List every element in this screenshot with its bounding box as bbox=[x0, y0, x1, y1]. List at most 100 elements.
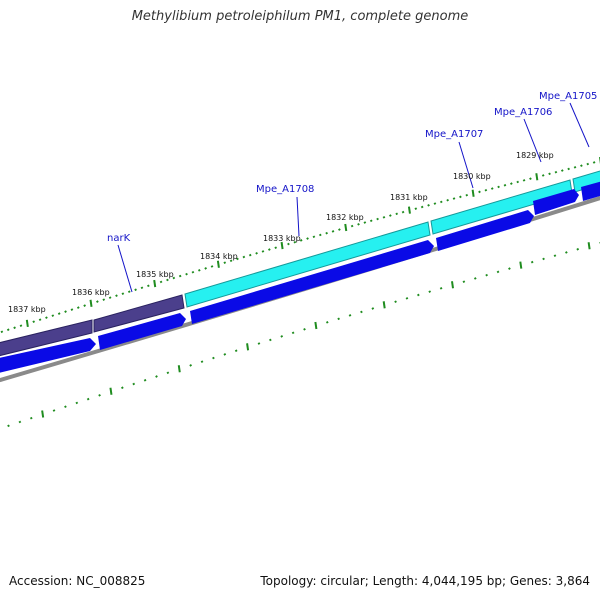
inner-minor-tick bbox=[212, 356, 215, 360]
scale-minor-tick bbox=[38, 318, 42, 322]
scale-minor-tick bbox=[166, 278, 169, 282]
inner-minor-tick bbox=[542, 257, 545, 261]
inner-minor-tick bbox=[64, 405, 67, 409]
scale-minor-tick bbox=[108, 296, 112, 299]
inner-minor-tick bbox=[348, 314, 352, 317]
scale-minor-tick bbox=[127, 290, 131, 294]
inner-minor-tick bbox=[18, 420, 22, 424]
gene-block-Mpe_A1708 bbox=[184, 221, 431, 308]
scale-minor-tick bbox=[45, 316, 48, 319]
scale-major-tick bbox=[153, 279, 157, 288]
scale-minor-tick bbox=[229, 259, 233, 263]
map-title: Methylibium petroleiphilum PM1, complete… bbox=[131, 9, 469, 24]
outer-tick-dots bbox=[0, 157, 600, 334]
scale-minor-tick bbox=[185, 272, 188, 276]
rev-gene-6 bbox=[581, 181, 600, 201]
scale-minor-tick bbox=[509, 182, 513, 185]
gene-leader-line bbox=[458, 141, 474, 189]
tick-label-1837: 1837 kbp bbox=[8, 305, 46, 314]
rev-gene-2 bbox=[98, 313, 186, 350]
scale-minor-tick bbox=[427, 203, 430, 207]
scale-minor-tick bbox=[529, 177, 532, 181]
inner-minor-tick bbox=[280, 335, 284, 338]
rev-gene-1 bbox=[0, 338, 96, 373]
scale-major-tick bbox=[280, 241, 284, 250]
inner-major-tick bbox=[519, 261, 523, 269]
scale-major-tick bbox=[471, 189, 475, 197]
tick-label-1832: 1832 kbp bbox=[326, 213, 364, 222]
scale-major-tick bbox=[535, 173, 539, 181]
inner-minor-tick bbox=[371, 307, 375, 310]
rev-gene-3 bbox=[190, 240, 434, 324]
inner-minor-tick bbox=[303, 327, 306, 331]
rev-gene-5 bbox=[533, 189, 579, 215]
tick-label-1830: 1830 kbp bbox=[453, 172, 491, 181]
inner-minor-tick bbox=[98, 393, 101, 397]
scale-minor-tick bbox=[350, 224, 354, 228]
scale-minor-tick bbox=[267, 248, 271, 251]
gene-block-Mpe_A1706 bbox=[572, 170, 600, 193]
tick-label-1835: 1835 kbp bbox=[136, 270, 174, 279]
scale-minor-tick bbox=[369, 219, 373, 223]
scale-minor-tick bbox=[503, 183, 507, 187]
gene-label-narK[interactable]: narK bbox=[107, 233, 131, 244]
scale-minor-tick bbox=[140, 286, 144, 290]
scale-minor-tick bbox=[57, 312, 61, 315]
scale-minor-tick bbox=[70, 308, 74, 311]
inner-minor-tick bbox=[132, 382, 136, 386]
inner-major-tick bbox=[451, 281, 454, 289]
scale-minor-tick bbox=[191, 270, 195, 274]
scale-minor-tick bbox=[274, 246, 278, 250]
inner-major-tick bbox=[109, 387, 113, 395]
gene-leader-line bbox=[117, 244, 133, 293]
scale-minor-tick bbox=[0, 330, 4, 334]
scale-minor-tick bbox=[293, 240, 297, 244]
scale-minor-tick bbox=[592, 161, 596, 164]
inner-major-tick bbox=[177, 365, 181, 373]
gene-label-Mpe_A1707[interactable]: Mpe_A1707 bbox=[425, 129, 483, 140]
scale-minor-tick bbox=[299, 239, 303, 242]
scale-minor-tick bbox=[560, 169, 564, 172]
inner-minor-tick bbox=[360, 310, 363, 314]
gene-label-Mpe_A1706[interactable]: Mpe_A1706 bbox=[494, 107, 552, 118]
scale-major-tick bbox=[407, 206, 411, 214]
inner-major-tick bbox=[246, 343, 250, 351]
scale-minor-tick bbox=[325, 231, 329, 235]
scale-minor-tick bbox=[312, 235, 316, 239]
inner-minor-tick bbox=[120, 386, 124, 390]
inner-minor-tick bbox=[405, 297, 409, 300]
scale-minor-tick bbox=[13, 326, 16, 330]
scale-minor-tick bbox=[115, 294, 118, 298]
scale-minor-tick bbox=[255, 251, 258, 255]
scale-minor-tick bbox=[83, 304, 87, 307]
inner-minor-tick bbox=[7, 424, 10, 428]
scale-minor-tick bbox=[382, 215, 386, 219]
scale-minor-tick bbox=[121, 292, 125, 296]
scale-major-tick bbox=[25, 319, 29, 328]
inner-major-tick bbox=[41, 410, 45, 418]
scale-minor-tick bbox=[439, 200, 443, 204]
scale-minor-tick bbox=[261, 250, 265, 253]
inner-minor-tick bbox=[234, 349, 238, 353]
gene-label-Mpe_A1705[interactable]: Mpe_A1705 bbox=[539, 91, 597, 102]
accession-text: Accession: NC_008825 bbox=[9, 574, 146, 588]
inner-minor-tick bbox=[189, 364, 193, 367]
scale-minor-tick bbox=[210, 265, 214, 268]
scale-minor-tick bbox=[338, 228, 341, 231]
forward-strand-genes bbox=[0, 170, 600, 357]
inner-minor-tick bbox=[428, 290, 432, 293]
scale-minor-tick bbox=[363, 221, 367, 224]
inner-minor-tick bbox=[166, 371, 170, 375]
scale-minor-tick bbox=[586, 162, 590, 166]
scale-major-tick bbox=[89, 299, 93, 307]
scale-minor-tick bbox=[248, 253, 252, 257]
gene-label-Mpe_A1708[interactable]: Mpe_A1708 bbox=[256, 184, 314, 195]
inner-minor-tick bbox=[553, 254, 557, 258]
inner-minor-tick bbox=[268, 338, 272, 342]
scale-minor-tick bbox=[19, 324, 23, 328]
inner-tick-dots bbox=[7, 242, 600, 428]
scale-minor-tick bbox=[172, 276, 176, 280]
genome-stats-text: Topology: circular; Length: 4,044,195 bp… bbox=[260, 574, 590, 588]
inner-minor-tick bbox=[337, 317, 341, 321]
scale-minor-tick bbox=[497, 185, 500, 189]
